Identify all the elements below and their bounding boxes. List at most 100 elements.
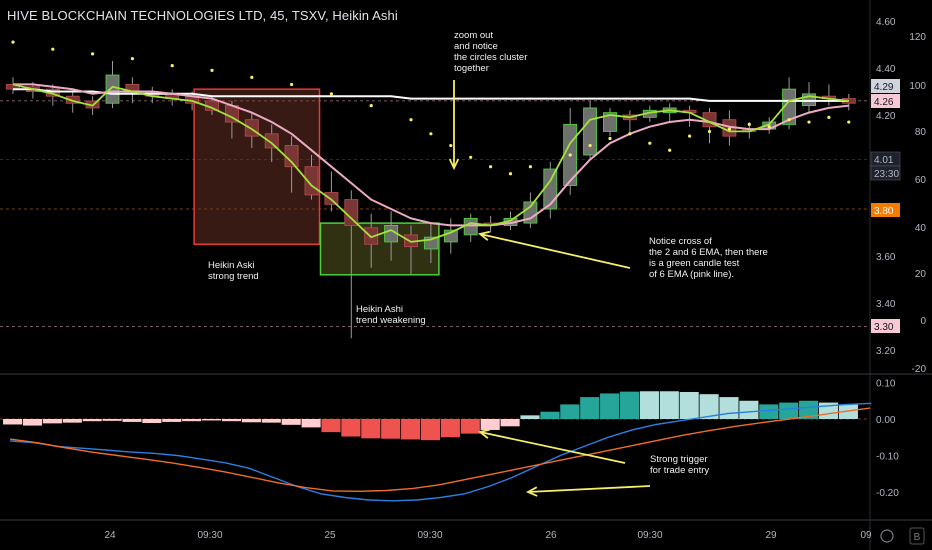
price-tick-label: 3.20 xyxy=(876,346,896,357)
annotation-trigger-line: Strong trigger xyxy=(650,454,708,465)
macd-histogram-bar xyxy=(321,419,341,433)
candle-body xyxy=(284,145,299,168)
indicator-dot xyxy=(508,172,513,176)
indicator-dot xyxy=(51,47,55,51)
macd-histogram-bar xyxy=(401,419,421,440)
weak-trend-box xyxy=(319,222,440,276)
price-tick-label: 3.40 xyxy=(876,299,896,310)
macd-histogram-bar xyxy=(182,419,202,422)
indicator-dot xyxy=(409,118,413,122)
indicator-dot xyxy=(329,92,333,96)
signal-line xyxy=(9,407,871,493)
macd-tick-label: 0.10 xyxy=(876,379,896,390)
macd-histogram-bar xyxy=(82,419,102,422)
indicator-dot xyxy=(250,75,254,79)
candle-body xyxy=(802,93,816,107)
price-tag-label: 3.30 xyxy=(874,322,894,333)
candle-body xyxy=(782,88,797,125)
price-tag-label: 3.80 xyxy=(874,206,894,217)
macd-histogram-bar xyxy=(540,411,560,419)
macd-histogram-bar xyxy=(42,419,62,424)
ema-2-line xyxy=(12,83,849,243)
price-tick-label: 3.60 xyxy=(876,252,896,263)
indicator-dot xyxy=(11,40,15,44)
candle-body xyxy=(443,229,458,243)
indicator-dot xyxy=(568,153,572,157)
indicator-dot xyxy=(489,165,493,169)
indicator-dot xyxy=(170,64,174,68)
macd-histogram-bar xyxy=(639,391,659,419)
indicator-dot xyxy=(130,57,134,61)
indicator-dot xyxy=(648,141,652,145)
indicator-dot xyxy=(688,134,692,138)
macd-histogram-bar xyxy=(440,419,460,438)
trigger-arrow-lower-head xyxy=(525,486,538,497)
macd-histogram-bar xyxy=(420,419,441,441)
indicator-dot xyxy=(787,118,791,122)
oscillator-tick-label: 100 xyxy=(909,81,926,92)
macd-histogram-bar xyxy=(759,404,779,419)
indicator-dot xyxy=(449,143,453,148)
macd-histogram-bar xyxy=(221,419,242,422)
candle-body xyxy=(324,192,339,205)
candle-body xyxy=(264,133,279,149)
macd-histogram-bar xyxy=(460,419,480,434)
macd-histogram-bar xyxy=(361,419,381,439)
oscillator-tick-label: 20 xyxy=(915,269,927,280)
macd-histogram-bar xyxy=(699,394,719,419)
price-tag-label: 4.01 xyxy=(874,155,894,166)
time-tick-label: 29 xyxy=(765,530,777,541)
indicator-dot xyxy=(767,125,771,129)
b-button[interactable] xyxy=(909,527,925,545)
candle-body xyxy=(523,201,538,224)
trigger-arrow-upper-head xyxy=(477,428,490,439)
indicator-dot xyxy=(369,104,373,108)
annotation-trigger-line: for trade entry xyxy=(650,465,709,476)
macd-histogram-bar xyxy=(739,400,759,419)
indicator-dot xyxy=(747,122,751,126)
macd-histogram-bar xyxy=(600,393,620,419)
macd-histogram-bar xyxy=(779,402,799,419)
trigger-arrow-lower xyxy=(527,485,651,493)
macd-histogram-bar xyxy=(619,391,640,419)
indicator-dot xyxy=(707,129,712,134)
price-tag-box xyxy=(871,94,900,108)
price-tag-box xyxy=(870,165,901,181)
oscillator-tick-label: -20 xyxy=(912,364,927,375)
macd-histogram-bar xyxy=(341,419,361,437)
macd-histogram-bar xyxy=(659,391,679,419)
candle-body xyxy=(105,74,120,104)
time-tick-label: 25 xyxy=(324,530,336,541)
oscillator-tick-label: 40 xyxy=(915,223,927,234)
zoom-arrow-head xyxy=(448,158,460,171)
macd-histogram-bar xyxy=(22,419,43,426)
price-tick-label: 4.60 xyxy=(876,17,896,28)
macd-histogram-bar xyxy=(102,419,122,421)
indicator-dot xyxy=(528,165,533,169)
macd-histogram-bar xyxy=(500,419,520,427)
macd-histogram-bar xyxy=(62,419,82,423)
macd-histogram-bar xyxy=(719,397,739,419)
macd-histogram-bar xyxy=(281,419,301,425)
annotation-zoom-line: the circles cluster xyxy=(454,52,527,63)
price-tag-label: 23:30 xyxy=(874,169,899,180)
macd-histogram-bar xyxy=(162,419,182,422)
trigger-arrow-upper xyxy=(479,431,626,464)
macd-line xyxy=(9,402,872,502)
annotation-zoom-line: zoom out xyxy=(454,30,493,41)
candle-body xyxy=(583,107,598,156)
macd-tick-label: -0.20 xyxy=(876,488,899,499)
indicator-dot xyxy=(91,52,95,56)
settings-icon[interactable] xyxy=(880,529,894,543)
oscillator-tick-label: 0 xyxy=(920,316,926,327)
annotation-strong-line: Heikin Aski xyxy=(208,260,254,271)
price-tag-label: 4.29 xyxy=(874,82,894,93)
macd-histogram-bar xyxy=(3,419,23,425)
price-tick-label: 4.20 xyxy=(876,111,896,122)
candle-body xyxy=(65,95,80,104)
annotation-zoom-line: together xyxy=(454,63,489,74)
macd-histogram-bar xyxy=(520,415,540,419)
oscillator-tick-label: 120 xyxy=(909,32,926,43)
indicator-dot xyxy=(429,132,433,136)
